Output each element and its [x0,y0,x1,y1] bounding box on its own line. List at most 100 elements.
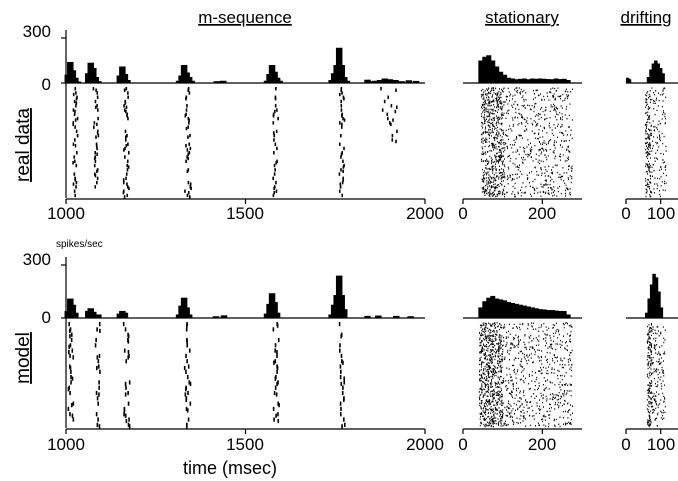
raster-tick [185,144,187,148]
raster-dot [484,425,486,428]
raster-dot [499,383,501,385]
raster-dot [653,100,655,102]
raster-dot [502,173,504,176]
raster-dot [564,140,566,142]
raster-dot [508,412,510,414]
raster-dot [536,405,538,407]
raster-dot [564,114,566,116]
raster-dot [566,149,568,151]
raster-dot [540,359,542,362]
raster-dot [485,131,487,134]
raster-dot [561,175,563,178]
raster-dot [646,183,648,186]
raster-dot [511,342,513,345]
raster-tick [69,328,71,334]
raster-dot [493,178,495,180]
raster-dot [484,357,486,359]
raster-dot [500,177,502,179]
raster-dot [502,425,504,427]
raster-dot [646,163,648,166]
raster-dot [504,193,506,195]
raster-dot [485,376,487,378]
raster-dot [482,361,484,363]
raster-dot [492,394,494,396]
raster-dot [650,326,652,329]
raster-dot [502,379,504,382]
raster-dot [497,350,499,352]
raster-dot [560,105,562,107]
raster-tick [128,380,131,385]
xtick-model-stat-0: 0 [458,435,467,454]
histogram-bar [183,307,190,318]
raster-dot [655,352,657,354]
raster-dot [546,351,548,354]
raster-dot [481,115,483,118]
raster-dot [484,101,486,104]
raster-dot [550,187,552,189]
raster-dot [515,151,517,153]
raster-dot [485,110,487,112]
raster-dot [496,326,498,328]
raster-dot [489,155,491,158]
raster-dot [501,156,503,159]
raster-dot [533,337,535,340]
raster-dot [560,395,562,397]
raster-dot [501,327,503,329]
raster-dot [659,195,661,198]
raster-dot [513,421,515,424]
raster-dot [519,397,521,399]
raster-dot [507,138,509,141]
raster-tick [276,381,278,387]
raster-dot [481,96,483,98]
raster-dot [487,401,489,403]
raster-dot [491,338,493,341]
raster-dot [543,389,545,391]
raster-dot [508,128,510,131]
raster-dot [485,352,487,354]
raster-dot [495,100,497,102]
raster-dot [492,408,494,410]
raster-dot [562,417,564,419]
raster-dot [661,94,663,96]
raster-dot [646,342,648,344]
raster-dot [541,99,543,101]
raster-dot [645,148,647,151]
histogram-bar [343,80,350,83]
raster-dot [654,126,656,128]
raster-dot [492,87,494,89]
raster-dot [542,130,544,132]
raster-dot [515,326,517,328]
raster-dot [500,101,502,103]
raster-dot [491,325,493,327]
raster-dot [482,350,484,352]
raster-dot [569,340,571,342]
raster-dot [559,381,561,383]
raster-dot [557,123,559,126]
raster-tick [276,350,278,355]
histogram-bar [375,315,382,318]
raster-dot [499,365,501,368]
raster-dot [496,402,498,404]
raster-dot [646,155,648,158]
raster-tick [76,116,79,121]
raster-dot [484,102,486,105]
raster-dot [481,178,483,181]
raster-dot [501,154,503,156]
raster-dot [517,335,519,338]
histogram-bar [541,309,547,318]
raster-dot [487,162,489,164]
raster-dot [486,163,488,165]
raster-dot [507,330,509,333]
raster-dot [492,349,494,352]
raster-dot [498,364,500,367]
raster-dot [484,365,486,368]
raster-dot [494,155,496,157]
raster-dot [647,364,649,367]
raster-dot [648,356,650,359]
raster-dot [512,185,514,188]
raster-dot [480,377,482,380]
raster-tick [126,163,129,168]
raster-dot [510,412,512,414]
raster-dot [492,390,494,392]
raster-dot [553,419,555,422]
